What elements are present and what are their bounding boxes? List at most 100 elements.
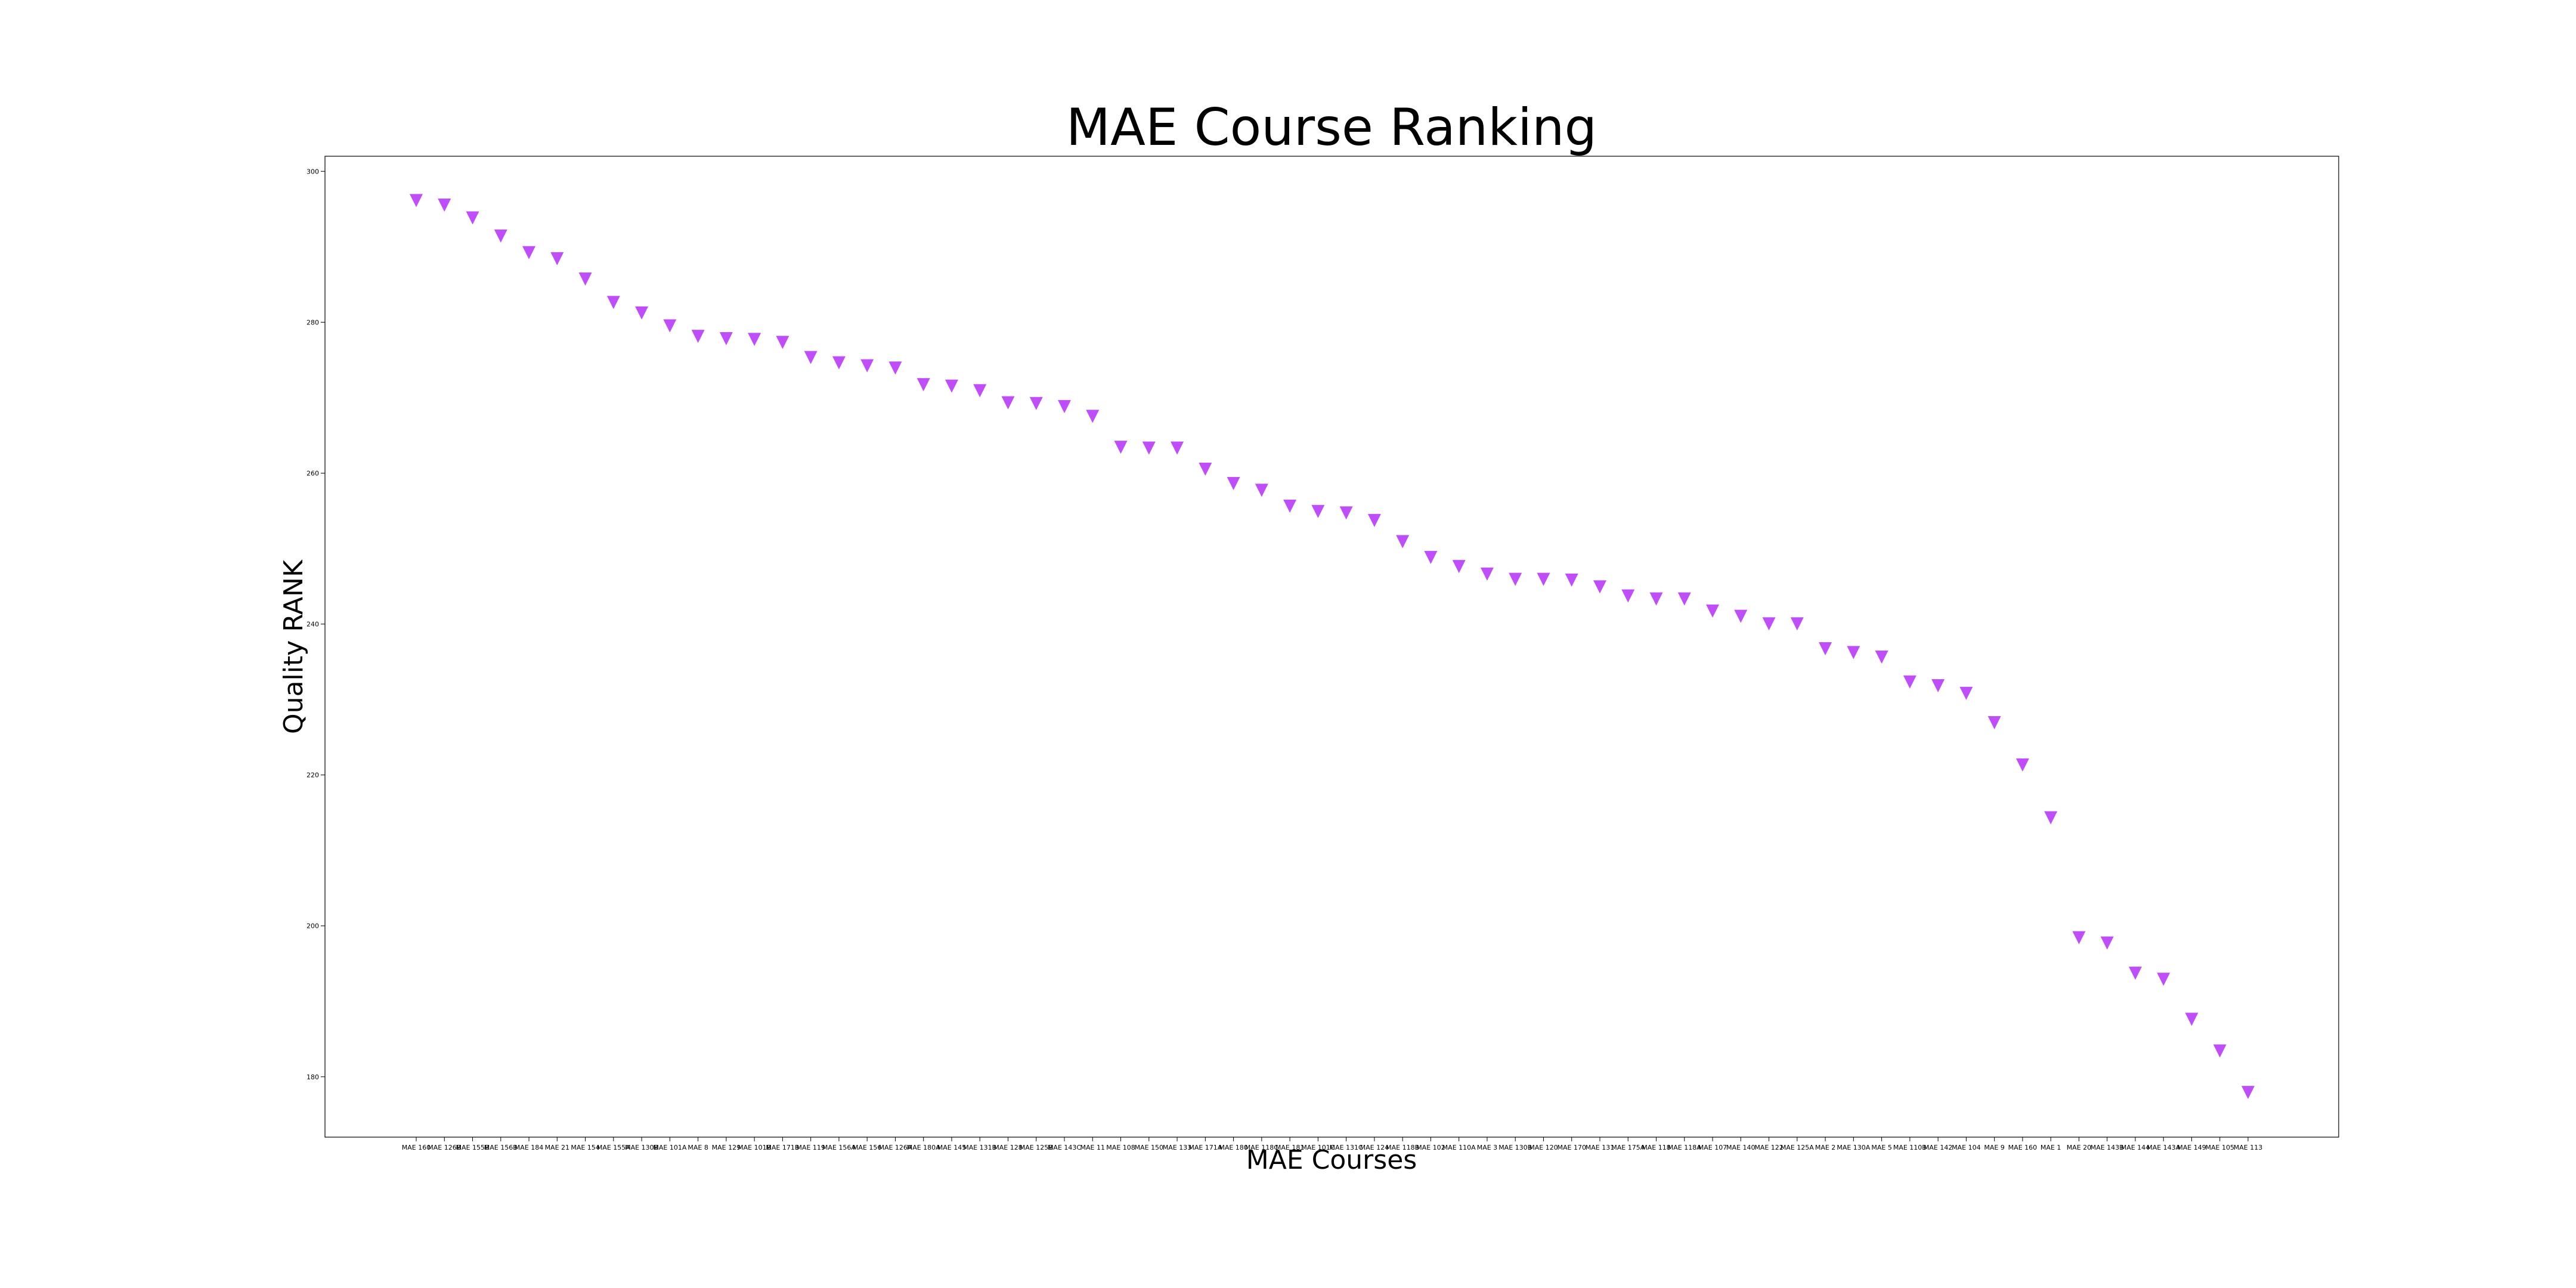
- x-tick-label: MAE 128: [993, 1144, 1022, 1151]
- x-tick-label: MAE 155A: [597, 1144, 630, 1151]
- x-tick-label: MAE 156: [853, 1144, 881, 1151]
- x-tick-label: MAE 130A: [1837, 1144, 1870, 1151]
- plot-frame: [324, 156, 2339, 1138]
- x-tick-label: MAE 125A: [1781, 1144, 1814, 1151]
- data-point: [1875, 650, 1888, 664]
- x-tick-label: MAE 145: [937, 1144, 966, 1151]
- data-point: [1819, 642, 1832, 656]
- x-tick-label: MAE 101A: [653, 1144, 686, 1151]
- data-point: [1199, 462, 1212, 476]
- data-point: [719, 332, 733, 345]
- data-point: [466, 211, 479, 225]
- x-tick-label: MAE 2: [1815, 1144, 1835, 1151]
- x-tick-label: MAE 110B: [1893, 1144, 1927, 1151]
- data-point: [1762, 617, 1776, 631]
- data-point: [2185, 1013, 2199, 1026]
- data-point: [663, 319, 677, 333]
- x-tick-label: MAE 104: [1952, 1144, 1980, 1151]
- x-tick-label: MAE 21: [545, 1144, 569, 1151]
- x-tick-label: MAE 105: [2206, 1144, 2234, 1151]
- x-tick-label: MAE 144: [2121, 1144, 2150, 1151]
- data-point: [832, 356, 846, 370]
- x-tick-label: MAE 110A: [1442, 1144, 1476, 1151]
- data-point: [917, 378, 930, 392]
- data-point: [1452, 560, 1466, 574]
- x-tick-label: MAE 155B: [456, 1144, 490, 1151]
- y-tick-label: 200: [306, 922, 319, 930]
- x-tick-label: MAE 8: [688, 1144, 708, 1151]
- x-tick-label: MAE 181: [1275, 1144, 1304, 1151]
- data-point: [494, 229, 507, 243]
- data-point: [2128, 967, 2142, 980]
- data-point: [1847, 646, 1860, 660]
- x-tick-label: MAE 175A: [1611, 1144, 1645, 1151]
- data-point: [522, 246, 536, 259]
- data-point: [2015, 758, 2029, 772]
- data-point: [1931, 679, 1945, 693]
- x-tick-label: MAE 1: [2041, 1144, 2061, 1151]
- data-point: [2241, 1086, 2255, 1100]
- data-point: [1509, 572, 1522, 586]
- x-tick-label: MAE 180: [1219, 1144, 1247, 1151]
- x-tick-label: MAE 143A: [2147, 1144, 2180, 1151]
- data-point: [1058, 400, 1072, 413]
- data-point: [1480, 567, 1494, 581]
- data-point: [1001, 396, 1015, 410]
- data-point: [1367, 513, 1381, 527]
- x-tick-label: MAE 131B: [963, 1144, 996, 1151]
- x-tick-label: MAE 3: [1477, 1144, 1497, 1151]
- x-tick-label: MAE 143B: [2091, 1144, 2124, 1151]
- x-tick-label: MAE 119: [796, 1144, 825, 1151]
- x-tick-label: MAE 133: [1163, 1144, 1191, 1151]
- x-tick-label: MAE 20: [2067, 1144, 2091, 1151]
- data-point: [1283, 499, 1297, 513]
- x-tick-label: MAE 108: [1106, 1144, 1135, 1151]
- data-point: [748, 333, 761, 346]
- data-point: [860, 359, 874, 373]
- data-point: [1255, 484, 1268, 497]
- x-tick-label: MAE 126A: [878, 1144, 912, 1151]
- x-tick-label: MAE 156B: [484, 1144, 518, 1151]
- data-point: [1987, 716, 2001, 730]
- data-point: [2157, 973, 2171, 986]
- y-tick-label: 240: [306, 621, 319, 628]
- data-point: [606, 296, 620, 309]
- y-tick-label: 260: [306, 469, 319, 477]
- data-point: [1903, 675, 1916, 689]
- data-point: [410, 194, 423, 208]
- x-tick-label: MAE 124: [1360, 1144, 1389, 1151]
- x-tick-label: MAE 170: [1557, 1144, 1586, 1151]
- x-tick-label: MAE 125B: [1020, 1144, 1053, 1151]
- x-tick-label: MAE 118A: [1668, 1144, 1701, 1151]
- x-tick-label: MAE 156A: [822, 1144, 856, 1151]
- x-tick-label: MAE 150: [1135, 1144, 1163, 1151]
- data-point: [776, 336, 789, 349]
- x-tick-label: MAE 160: [2008, 1144, 2037, 1151]
- data-point: [1171, 441, 1184, 455]
- x-tick-label: MAE 101C: [1301, 1144, 1335, 1151]
- data-point: [1311, 504, 1325, 518]
- x-tick-label: MAE 5: [1871, 1144, 1891, 1151]
- data-point: [2213, 1044, 2227, 1058]
- x-tick-label: MAE 184: [515, 1144, 543, 1151]
- data-points: [410, 194, 2255, 1100]
- data-point: [1537, 572, 1550, 586]
- x-tick-label: MAE 149: [2177, 1144, 2206, 1151]
- data-point: [1677, 592, 1691, 606]
- x-tick-label: MAE 101B: [738, 1144, 771, 1151]
- y-tick-label: 220: [306, 772, 319, 779]
- data-point: [1959, 686, 1973, 700]
- data-point: [1790, 617, 1804, 631]
- data-point: [2072, 931, 2086, 945]
- x-tick-label: MAE 180A: [907, 1144, 940, 1151]
- x-tick-label: MAE 11: [1080, 1144, 1105, 1151]
- data-point: [1114, 441, 1128, 454]
- x-axis-label: MAE Courses: [1246, 1145, 1417, 1175]
- data-point: [945, 379, 958, 393]
- data-point: [1142, 441, 1156, 455]
- x-tick-label: MAE 171A: [1188, 1144, 1222, 1151]
- data-point: [1029, 397, 1043, 410]
